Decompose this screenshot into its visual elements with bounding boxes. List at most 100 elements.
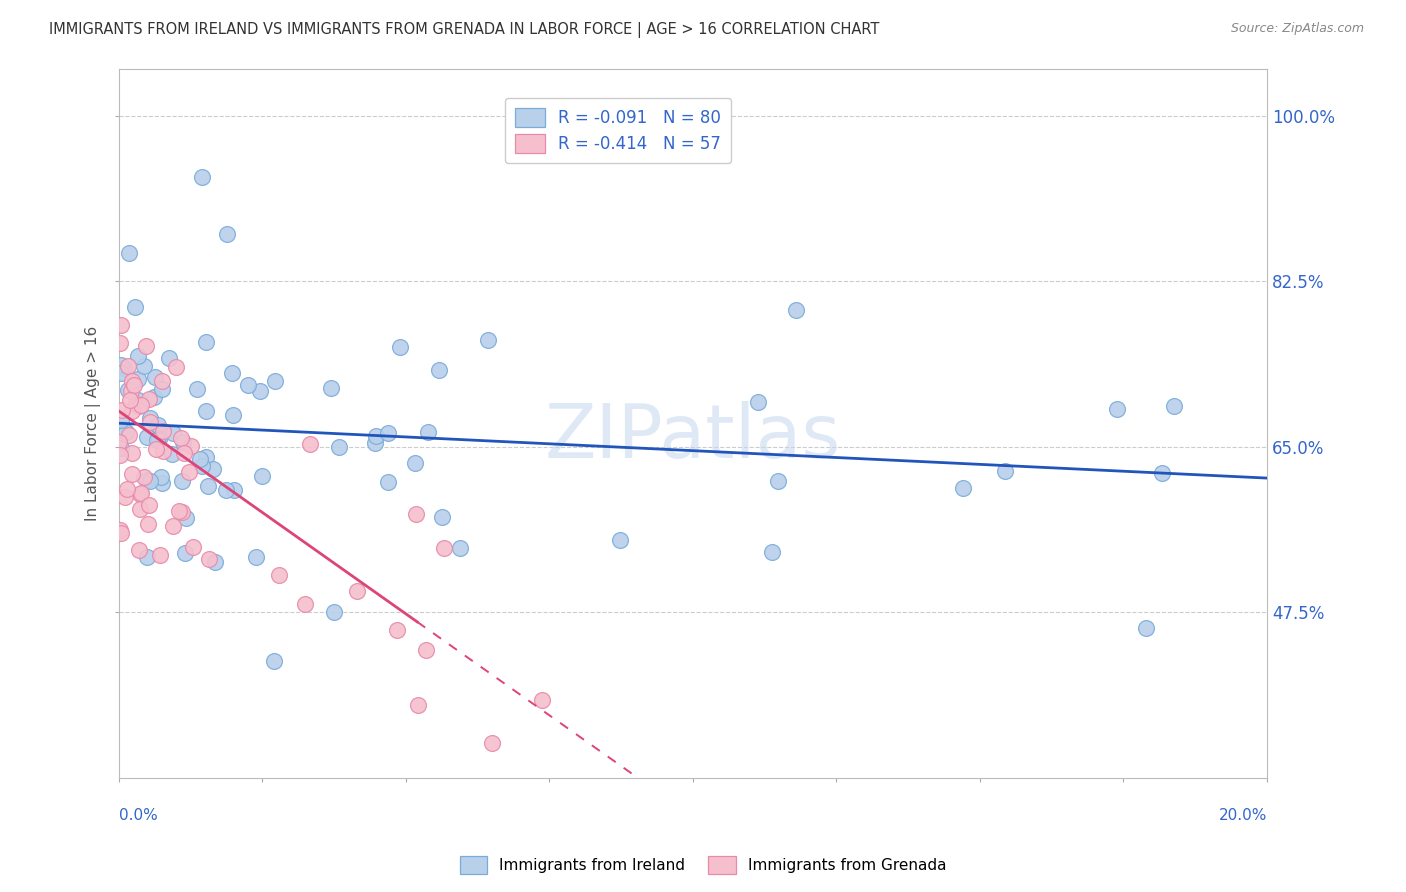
Point (128, 399, 150, 413)
Point (111, 403, 134, 417)
Text: 0.0%: 0.0% (118, 808, 157, 823)
Point (195, 450, 218, 464)
Point (173, 446, 195, 460)
Point (122, 377, 145, 392)
Point (1152, 466, 1174, 480)
Point (427, 362, 450, 376)
Point (129, 501, 152, 516)
Point (136, 550, 159, 565)
Point (747, 394, 769, 409)
Point (191, 459, 214, 474)
Text: ZIPatlas: ZIPatlas (544, 401, 841, 474)
Point (1107, 402, 1129, 417)
Point (148, 432, 170, 446)
Point (143, 369, 166, 384)
Point (377, 475, 399, 489)
Point (198, 551, 221, 566)
Point (162, 425, 184, 440)
Point (172, 435, 194, 450)
Point (188, 451, 211, 466)
Text: 20.0%: 20.0% (1219, 808, 1267, 823)
Point (138, 498, 160, 512)
Y-axis label: In Labor Force | Age > 16: In Labor Force | Age > 16 (86, 326, 101, 521)
Point (609, 533, 631, 547)
Point (132, 359, 155, 374)
Point (952, 481, 974, 495)
Point (432, 510, 454, 524)
Point (125, 397, 148, 411)
Point (115, 483, 138, 497)
Point (128, 543, 150, 558)
Point (197, 479, 219, 493)
Point (204, 555, 226, 569)
Point (1163, 399, 1185, 413)
Point (162, 518, 184, 533)
Point (245, 550, 267, 565)
Point (128, 487, 150, 501)
Point (174, 510, 197, 524)
Point (195, 403, 218, 417)
Point (170, 474, 193, 488)
Point (481, 736, 503, 750)
Point (406, 698, 429, 713)
Point (148, 417, 170, 432)
Point (110, 318, 132, 332)
Point (785, 302, 807, 317)
Point (117, 383, 139, 397)
Point (115, 425, 138, 439)
Point (152, 424, 174, 438)
Point (150, 374, 173, 388)
Point (201, 462, 224, 476)
Point (264, 375, 287, 389)
Point (531, 692, 554, 706)
Point (135, 339, 157, 353)
Point (173, 546, 195, 560)
Point (127, 349, 149, 363)
Point (152, 443, 174, 458)
Point (136, 430, 159, 444)
Point (195, 334, 218, 349)
Point (1135, 622, 1157, 636)
Point (294, 597, 316, 611)
Point (107, 435, 129, 450)
Point (131, 486, 153, 500)
Point (150, 475, 173, 490)
Point (110, 413, 132, 427)
Point (323, 605, 346, 619)
Point (236, 377, 259, 392)
Point (217, 227, 239, 241)
Point (120, 384, 142, 398)
Point (364, 429, 387, 443)
Point (224, 483, 246, 497)
Point (110, 336, 132, 351)
Point (110, 448, 132, 462)
Point (263, 654, 285, 668)
Legend: R = -0.091   N = 80, R = -0.414   N = 57: R = -0.091 N = 80, R = -0.414 N = 57 (505, 98, 731, 163)
Point (112, 361, 135, 376)
Text: Source: ZipAtlas.com: Source: ZipAtlas.com (1230, 22, 1364, 36)
Legend: Immigrants from Ireland, Immigrants from Grenada: Immigrants from Ireland, Immigrants from… (454, 850, 952, 880)
Point (252, 468, 274, 483)
Point (388, 340, 411, 354)
Point (328, 440, 350, 454)
Point (416, 425, 439, 440)
Point (215, 483, 238, 498)
Point (150, 382, 173, 396)
Point (120, 393, 142, 408)
Point (221, 366, 243, 380)
Point (150, 470, 173, 484)
Point (169, 504, 191, 518)
Point (761, 545, 783, 559)
Point (129, 398, 152, 412)
Point (124, 300, 146, 314)
Point (377, 425, 399, 440)
Point (319, 381, 342, 395)
Text: IMMIGRANTS FROM IRELAND VS IMMIGRANTS FROM GRENADA IN LABOR FORCE | AGE > 16 COR: IMMIGRANTS FROM IRELAND VS IMMIGRANTS FR… (49, 22, 880, 38)
Point (146, 433, 169, 447)
Point (127, 393, 149, 408)
Point (269, 568, 291, 582)
Point (121, 446, 143, 460)
Point (139, 475, 162, 489)
Point (170, 505, 193, 519)
Point (136, 473, 159, 487)
